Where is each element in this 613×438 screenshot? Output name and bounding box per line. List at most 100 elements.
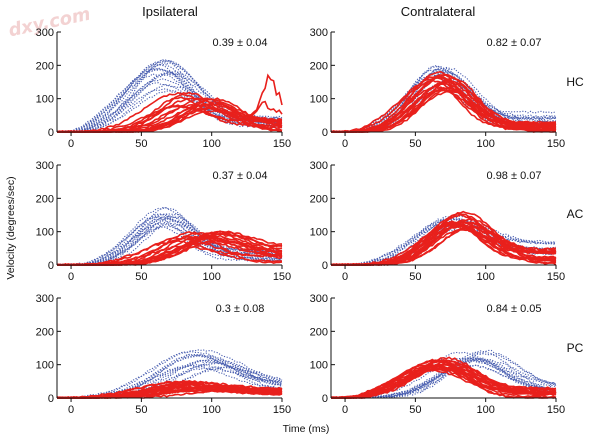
blue-trace-line [57, 226, 283, 266]
y-tick-label: 300 [36, 27, 54, 39]
y-tick-label: 0 [322, 393, 328, 405]
red-trace-line [57, 231, 283, 266]
x-tick-label: 150 [273, 404, 291, 416]
blue-trace-line [57, 361, 283, 399]
x-tick-label: 100 [477, 138, 495, 150]
panel-hc-ipsilateral: 0 100 200 300 0 50 100 150 0.39 ± 0.04 [36, 27, 292, 150]
panel-annotation: 0.39 ± 0.04 [213, 37, 268, 49]
y-tick-label: 200 [310, 326, 328, 338]
x-tick-label: 50 [409, 138, 421, 150]
x-tick-label: 0 [68, 271, 74, 283]
traces-group [331, 349, 557, 399]
x-tick-label: 150 [547, 138, 565, 150]
blue-trace-line [57, 207, 283, 266]
y-tick-label: 300 [36, 160, 54, 172]
x-tick-label: 50 [135, 271, 147, 283]
y-tick-label: 100 [310, 360, 328, 372]
blue-trace-line [57, 225, 283, 266]
y-tick-label: 0 [48, 393, 54, 405]
x-tick-label: 100 [203, 404, 221, 416]
blue-trace-line [331, 358, 557, 399]
panel-annotation: 0.98 ± 0.07 [487, 170, 542, 182]
y-tick-label: 0 [48, 260, 54, 272]
traces-group [331, 210, 557, 266]
blue-trace-line [331, 217, 557, 266]
column-title-ipsilateral: Ipsilateral [142, 4, 198, 19]
blue-trace-line [57, 220, 283, 266]
x-tick-label: 50 [409, 404, 421, 416]
blue-trace-line [57, 215, 283, 266]
blue-trace-line [57, 72, 283, 133]
blue-trace-line [57, 357, 283, 399]
row-label-hc: HC [566, 75, 584, 89]
panel-annotation: 0.37 ± 0.04 [213, 170, 268, 182]
panel-ac-contralateral: 0 100 200 300 0 50 100 150 0.98 ± 0.07 [310, 160, 566, 283]
blue-trace-line [331, 81, 557, 133]
y-tick-label: 200 [36, 60, 54, 72]
blue-trace-line [57, 213, 283, 266]
blue-trace-line [331, 359, 557, 399]
y-tick-label: 100 [36, 94, 54, 106]
blue-trace-line [331, 215, 557, 266]
traces-group [57, 58, 283, 133]
y-tick-label: 0 [322, 260, 328, 272]
y-axis-label: Velocity (degrees/sec) [5, 176, 17, 279]
blue-trace-line [331, 353, 557, 399]
x-tick-label: 50 [409, 271, 421, 283]
x-tick-label: 50 [135, 404, 147, 416]
blue-trace-line [331, 79, 557, 133]
red-trace-line [331, 222, 557, 266]
traces-group [331, 65, 557, 133]
blue-trace-line [57, 349, 283, 399]
blue-trace-line [57, 217, 283, 266]
y-tick-label: 100 [36, 360, 54, 372]
blue-trace-line [57, 73, 282, 133]
blue-trace-line [57, 63, 283, 133]
y-tick-label: 100 [36, 227, 54, 239]
blue-trace-line [331, 225, 557, 266]
x-tick-label: 0 [68, 138, 74, 150]
blue-trace-line [57, 364, 283, 399]
panel-pc-contralateral: 0 100 200 300 0 50 100 150 0.84 ± 0.05 [310, 293, 566, 416]
x-tick-label: 0 [342, 271, 348, 283]
x-tick-label: 100 [203, 271, 221, 283]
column-title-contralateral: Contralateral [401, 4, 476, 19]
panel-annotation: 0.84 ± 0.05 [487, 303, 542, 315]
x-tick-label: 0 [342, 404, 348, 416]
y-tick-label: 300 [36, 293, 54, 305]
x-tick-label: 100 [477, 404, 495, 416]
x-tick-label: 150 [547, 271, 565, 283]
x-axis-label: Time (ms) [283, 423, 330, 435]
red-trace-line [331, 366, 557, 399]
x-tick-label: 150 [547, 404, 565, 416]
blue-trace-line [57, 67, 283, 133]
row-label-pc: PC [567, 341, 584, 355]
panels-layer: 0 100 200 300 0 50 100 150 0.39 ± 0.04 0 100 200 300… [36, 27, 566, 416]
y-tick-label: 200 [36, 326, 54, 338]
blue-trace-line [331, 351, 557, 399]
blue-trace-line [331, 349, 557, 399]
x-tick-label: 100 [477, 271, 495, 283]
red-trace-line [331, 80, 557, 133]
panel-hc-contralateral: 0 100 200 300 0 50 100 150 0.82 ± 0.07 [310, 27, 566, 150]
traces-group [57, 349, 283, 399]
y-tick-label: 200 [36, 193, 54, 205]
row-label-ac: AC [567, 207, 584, 221]
y-tick-label: 0 [322, 127, 328, 139]
x-tick-label: 150 [273, 138, 291, 150]
red-trace-line [331, 368, 557, 399]
x-tick-label: 100 [203, 138, 221, 150]
y-tick-label: 300 [310, 160, 328, 172]
traces-group [57, 206, 283, 266]
x-tick-label: 0 [68, 404, 74, 416]
red-trace-line [331, 363, 556, 399]
blue-trace-line [57, 354, 283, 399]
y-tick-label: 100 [310, 94, 328, 106]
x-tick-label: 0 [342, 138, 348, 150]
blue-trace-line [331, 357, 557, 399]
blue-trace-line [57, 366, 283, 399]
x-tick-label: 50 [135, 138, 147, 150]
blue-trace-line [331, 364, 557, 399]
